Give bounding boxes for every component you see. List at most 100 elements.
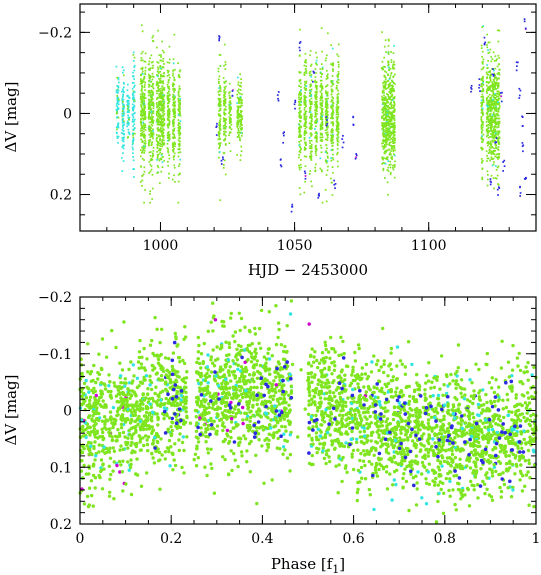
time-series-point <box>384 96 387 98</box>
phase-diagram-point <box>333 364 337 368</box>
time-series-point <box>480 105 483 108</box>
time-series-point <box>240 78 242 80</box>
time-series-point <box>127 83 129 86</box>
time-series-point <box>481 126 484 129</box>
phase-diagram-point <box>524 406 529 410</box>
time-series-point <box>149 129 152 132</box>
time-series-point <box>132 132 134 135</box>
time-series-point <box>122 112 125 114</box>
time-series-point <box>481 85 483 88</box>
time-series-point <box>382 107 385 109</box>
time-series-point <box>498 105 501 107</box>
time-series-point <box>157 135 160 138</box>
time-series-point <box>162 127 164 130</box>
time-series-point <box>298 114 301 117</box>
phase-diagram-point <box>195 444 199 448</box>
time-series-point <box>225 125 227 128</box>
time-series-point <box>223 159 226 162</box>
time-series-point <box>381 98 384 100</box>
time-series-point <box>392 132 394 134</box>
time-series-point <box>141 129 144 132</box>
time-series-point <box>311 115 313 117</box>
time-series-point <box>494 122 497 124</box>
time-series-point <box>132 91 135 94</box>
time-series-point <box>489 183 492 186</box>
time-series-point <box>490 150 493 153</box>
time-series-point <box>491 164 494 167</box>
time-series-point <box>127 128 130 131</box>
time-series-point <box>493 114 496 117</box>
time-series-point <box>491 134 494 137</box>
time-series-point <box>132 98 134 100</box>
time-series-point <box>162 75 164 77</box>
time-series-point <box>492 163 495 166</box>
phase-diagram-point <box>192 457 196 462</box>
time-series-point <box>156 75 159 78</box>
time-series-point <box>316 110 318 112</box>
time-series-point <box>122 147 125 150</box>
time-series-point <box>218 156 220 159</box>
time-series-point <box>390 117 392 119</box>
time-series-point <box>143 133 146 135</box>
time-series-point <box>489 107 492 110</box>
time-series-point <box>218 37 221 40</box>
phase-diagram-point <box>129 492 134 497</box>
time-series-point <box>383 109 385 112</box>
time-series-point <box>388 135 390 138</box>
time-series-point <box>171 83 174 86</box>
time-series-point <box>382 122 385 124</box>
time-series-point <box>482 66 485 69</box>
time-series-point <box>163 124 165 127</box>
time-series-point <box>172 156 175 159</box>
phase-diagram-point <box>424 477 428 481</box>
time-series-point <box>485 150 488 153</box>
time-series-point <box>162 96 165 99</box>
time-series-point <box>298 143 301 146</box>
time-series-point <box>299 111 301 114</box>
time-series-point <box>223 130 226 133</box>
time-series-point <box>157 116 159 118</box>
phase-diagram-point <box>100 427 104 431</box>
time-series-point <box>392 116 395 119</box>
time-series-point <box>149 93 152 96</box>
time-series-point <box>392 52 395 54</box>
time-series-point <box>314 106 317 108</box>
time-series-point <box>391 122 393 125</box>
time-series-point <box>162 72 165 75</box>
phase-diagram-point <box>231 359 235 363</box>
time-series-point <box>480 116 483 118</box>
time-series-point <box>394 109 396 111</box>
time-series-point <box>483 36 486 39</box>
time-series-point <box>310 100 313 103</box>
time-series-point <box>298 96 300 98</box>
time-series-point <box>486 101 489 104</box>
time-series-point <box>141 125 143 127</box>
time-series-point <box>115 131 118 134</box>
time-series-point <box>141 82 143 84</box>
time-series-point <box>139 120 142 123</box>
time-series-point <box>386 181 389 184</box>
time-series-point <box>381 117 383 120</box>
phase-diagram-point <box>441 422 445 427</box>
time-series-point <box>391 114 394 117</box>
time-series-point <box>163 123 166 126</box>
time-series-point <box>498 97 501 100</box>
time-series-point <box>481 111 484 114</box>
time-series-point <box>228 118 231 121</box>
time-series-point <box>298 112 300 114</box>
time-series-point <box>325 116 328 118</box>
time-series-point <box>178 110 181 112</box>
time-series-point <box>494 134 496 137</box>
time-series-point <box>152 132 155 134</box>
time-series-point <box>158 142 161 145</box>
time-series-point <box>383 80 386 83</box>
time-series-point <box>481 178 484 181</box>
phase-diagram-point <box>467 504 472 508</box>
time-series-point <box>331 90 333 93</box>
time-series-point <box>392 96 395 99</box>
time-series-point <box>382 133 385 136</box>
time-series-point <box>502 161 504 163</box>
time-series-point <box>326 106 329 109</box>
phase-diagram-point <box>497 414 502 418</box>
phase-diagram-point <box>296 435 300 439</box>
